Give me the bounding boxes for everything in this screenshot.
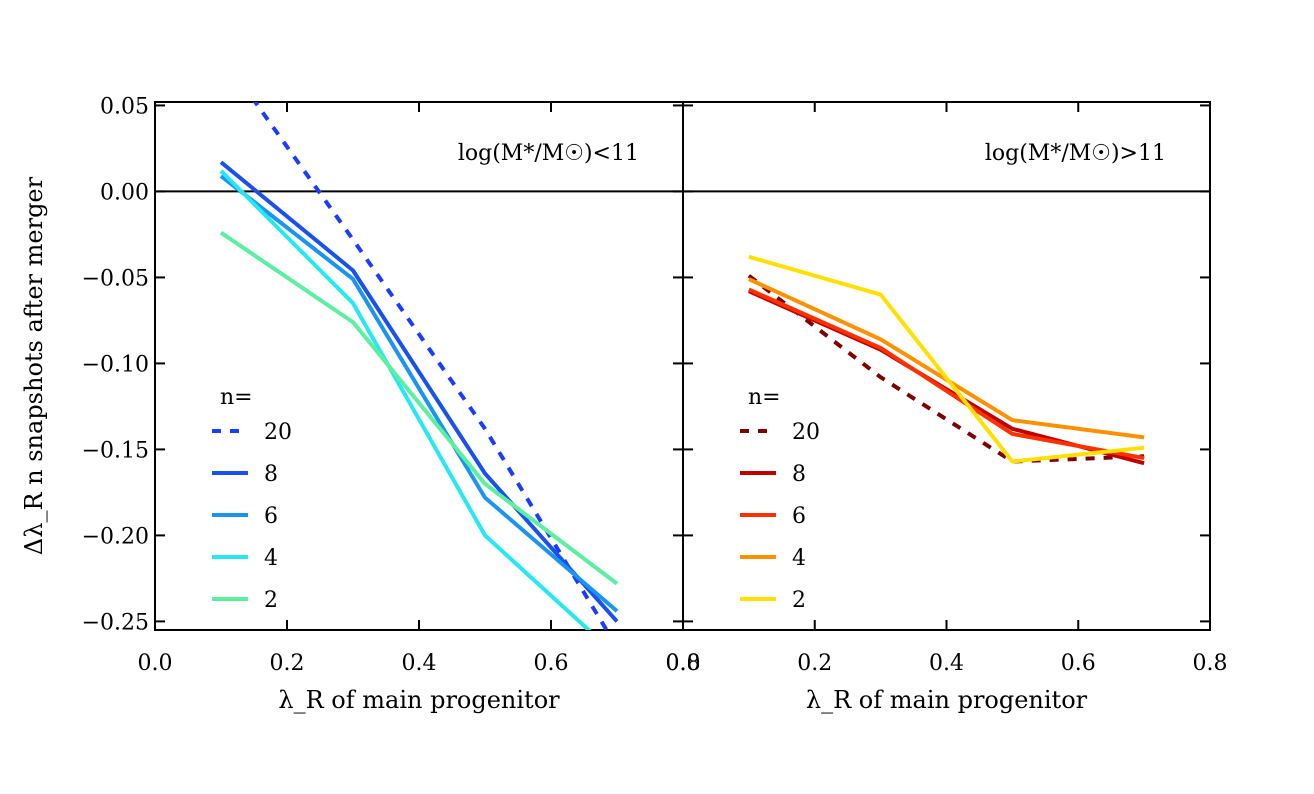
panel-label: log(M*/M☉)>11 [985,141,1166,166]
legend-label-n20: 20 [792,420,820,445]
legend-title: n= [220,385,253,410]
y-tick-label: 0.00 [100,180,149,205]
legend-label-n4: 4 [264,546,278,571]
y-tick-label: −0.20 [82,524,149,549]
x-tick-label: 0.0 [666,651,701,676]
legend-label-n20: 20 [264,420,292,445]
y-tick-label: −0.05 [82,266,149,291]
legend-label-n2: 2 [264,588,278,613]
series-line-n2 [748,254,1145,464]
legend-label-n8: 8 [792,462,806,487]
x-tick-label: 0.2 [797,651,832,676]
x-tick-label: 0.4 [402,651,437,676]
y-tick-label: −0.15 [82,438,149,463]
panel-label: log(M*/M☉)<11 [458,141,639,166]
x-tick-label: 0.4 [929,651,964,676]
x-tick-label: 0.6 [534,651,569,676]
legend-label-n8: 8 [264,462,278,487]
series-line-n4 [219,169,592,630]
x-axis-label: λ_R of main progenitor [806,686,1088,714]
plot-frame [154,101,684,631]
legend-label-n6: 6 [792,504,806,529]
x-tick-label: 0.8 [1193,651,1228,676]
legend-label-n2: 2 [792,588,806,613]
series-line-n6 [219,174,619,613]
panel-2: 0.0 0.2 0.4 0.6 0.8 λ_R of main progenitor log… [666,101,1228,714]
x-tick-label: 0.8 [666,651,701,676]
series-line-n20 [252,102,609,630]
y-tick-label: −0.10 [82,352,149,377]
y-tick-label: −0.25 [82,610,149,635]
y-axis-label: Δλ_R n snapshots after merger [20,176,48,555]
plot-frame [682,101,1211,631]
x-axis-label: λ_R of main progenitor [278,686,560,714]
x-tick-label: 0.6 [1061,651,1096,676]
legend-title: n= [748,385,781,410]
legend-label-n6: 6 [264,504,278,529]
series-line-n2 [219,231,619,586]
series-line-n6 [748,287,1145,460]
panel-1: 0.05 0.00 −0.05 −0.10 −0.15 −0.20 −0.25 0.0 0.2 0… [82,94,701,714]
series-line-n4 [748,277,1145,440]
legend-label-n4: 4 [792,546,806,571]
series-line-n8 [219,160,619,623]
x-tick-label: 0.2 [270,651,305,676]
x-tick-label: 0.0 [138,651,173,676]
y-tick-label: 0.05 [100,94,149,119]
